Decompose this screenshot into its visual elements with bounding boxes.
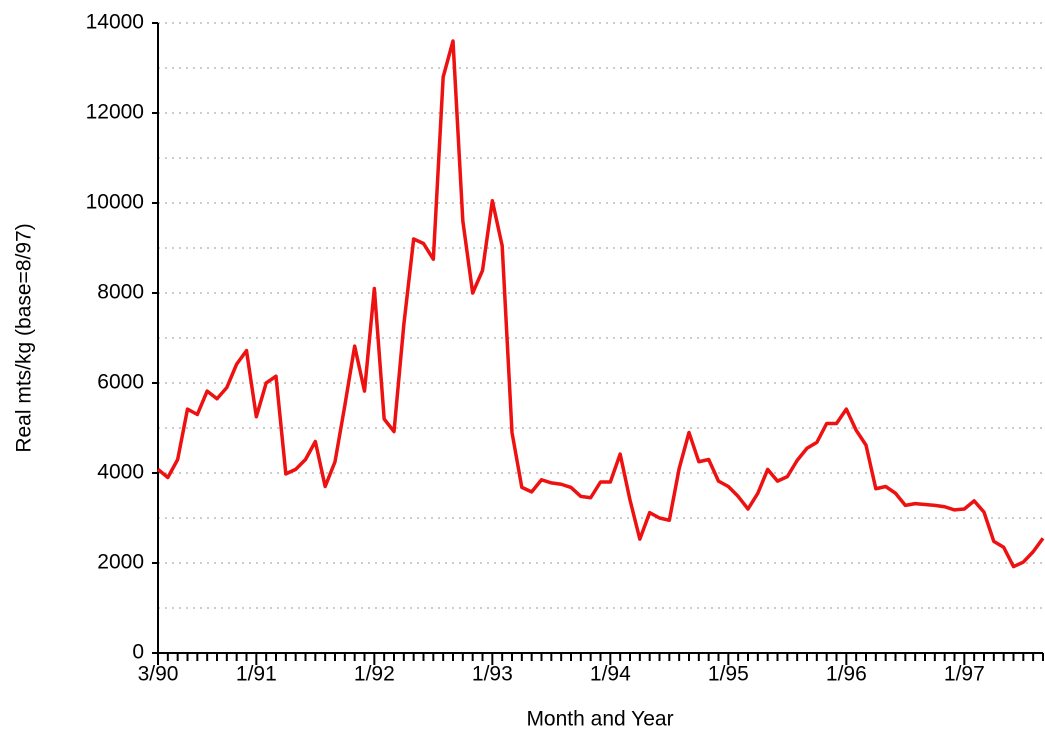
y-tick-label: 6000 (97, 371, 144, 394)
x-axis-title: Month and Year (526, 708, 673, 731)
y-tick-label: 4000 (97, 461, 144, 484)
x-tick-label: 1/92 (354, 663, 395, 686)
x-tick-label: 1/97 (944, 663, 985, 686)
y-axis-title: Real mts/kg (base=8/97) (13, 223, 36, 452)
x-tick-label: 1/91 (236, 663, 277, 686)
x-tick-label: 1/94 (590, 663, 631, 686)
y-tick-label: 10000 (86, 191, 144, 214)
y-tick-label: 14000 (86, 11, 144, 34)
y-tick-label: 8000 (97, 281, 144, 304)
y-tick-label: 0 (132, 641, 144, 664)
y-tick-label: 12000 (86, 101, 144, 124)
x-tick-label: 1/95 (708, 663, 749, 686)
x-tick-label: 1/96 (826, 663, 867, 686)
x-tick-label: 3/90 (138, 663, 179, 686)
y-tick-label: 2000 (97, 551, 144, 574)
data-line (156, 39, 1045, 569)
x-tick-label: 1/93 (472, 663, 513, 686)
